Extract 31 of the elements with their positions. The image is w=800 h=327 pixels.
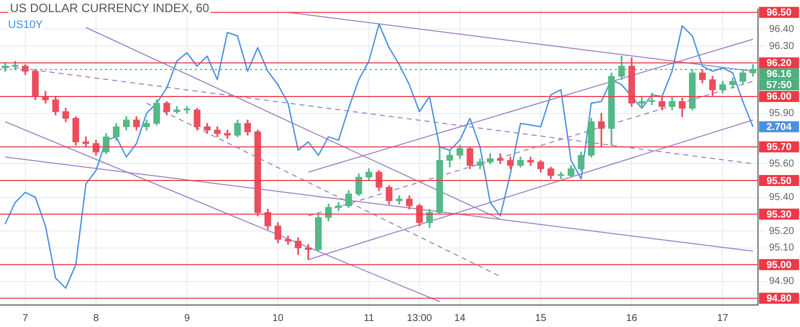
x-tick-label: 8 bbox=[93, 312, 100, 324]
y-tick-label: 94.90 bbox=[769, 276, 794, 288]
ref-line-label: 95.30 bbox=[766, 209, 792, 220]
x-tick-label: 15 bbox=[535, 312, 547, 324]
y-tick-label: 95.90 bbox=[769, 108, 794, 120]
ref-line-label: 95.70 bbox=[766, 142, 792, 154]
x-tick-label: 11 bbox=[364, 312, 375, 324]
ref-line-label: 96.16 bbox=[766, 69, 792, 80]
y-tick-label: 96.40 bbox=[769, 24, 794, 35]
x-tick-label: 14 bbox=[454, 312, 466, 324]
text: 57:50 bbox=[766, 80, 792, 92]
text: 2.704 bbox=[766, 122, 792, 133]
y-tick-label: 95.60 bbox=[769, 158, 794, 170]
ref-line-label: 96.20 bbox=[766, 58, 792, 70]
ref-line-label: 96.00 bbox=[766, 92, 792, 103]
ref-line-label: 94.80 bbox=[766, 294, 792, 305]
y-tick-label: 95.10 bbox=[769, 242, 794, 254]
x-tick-label: 16 bbox=[626, 312, 638, 324]
y-tick-label: 95.20 bbox=[769, 226, 794, 237]
x-tick-label: 9 bbox=[184, 312, 190, 324]
y-tick-label: 95.40 bbox=[769, 192, 794, 204]
x-tick-label: 10 bbox=[272, 312, 284, 324]
x-tick-label: 13:00 bbox=[406, 312, 432, 324]
chart-title: US DOLLAR CURRENCY INDEX, 60 bbox=[8, 1, 212, 15]
text: US10Y bbox=[8, 19, 43, 31]
x-tick-label: 7 bbox=[22, 312, 28, 324]
x-tick-label: 17 bbox=[717, 312, 729, 324]
ref-line-label: 95.00 bbox=[766, 260, 792, 271]
ref-line-label: 96.50 bbox=[766, 8, 792, 19]
ref-line-label: 95.50 bbox=[766, 176, 792, 187]
y-tick-label: 96.30 bbox=[769, 40, 794, 52]
